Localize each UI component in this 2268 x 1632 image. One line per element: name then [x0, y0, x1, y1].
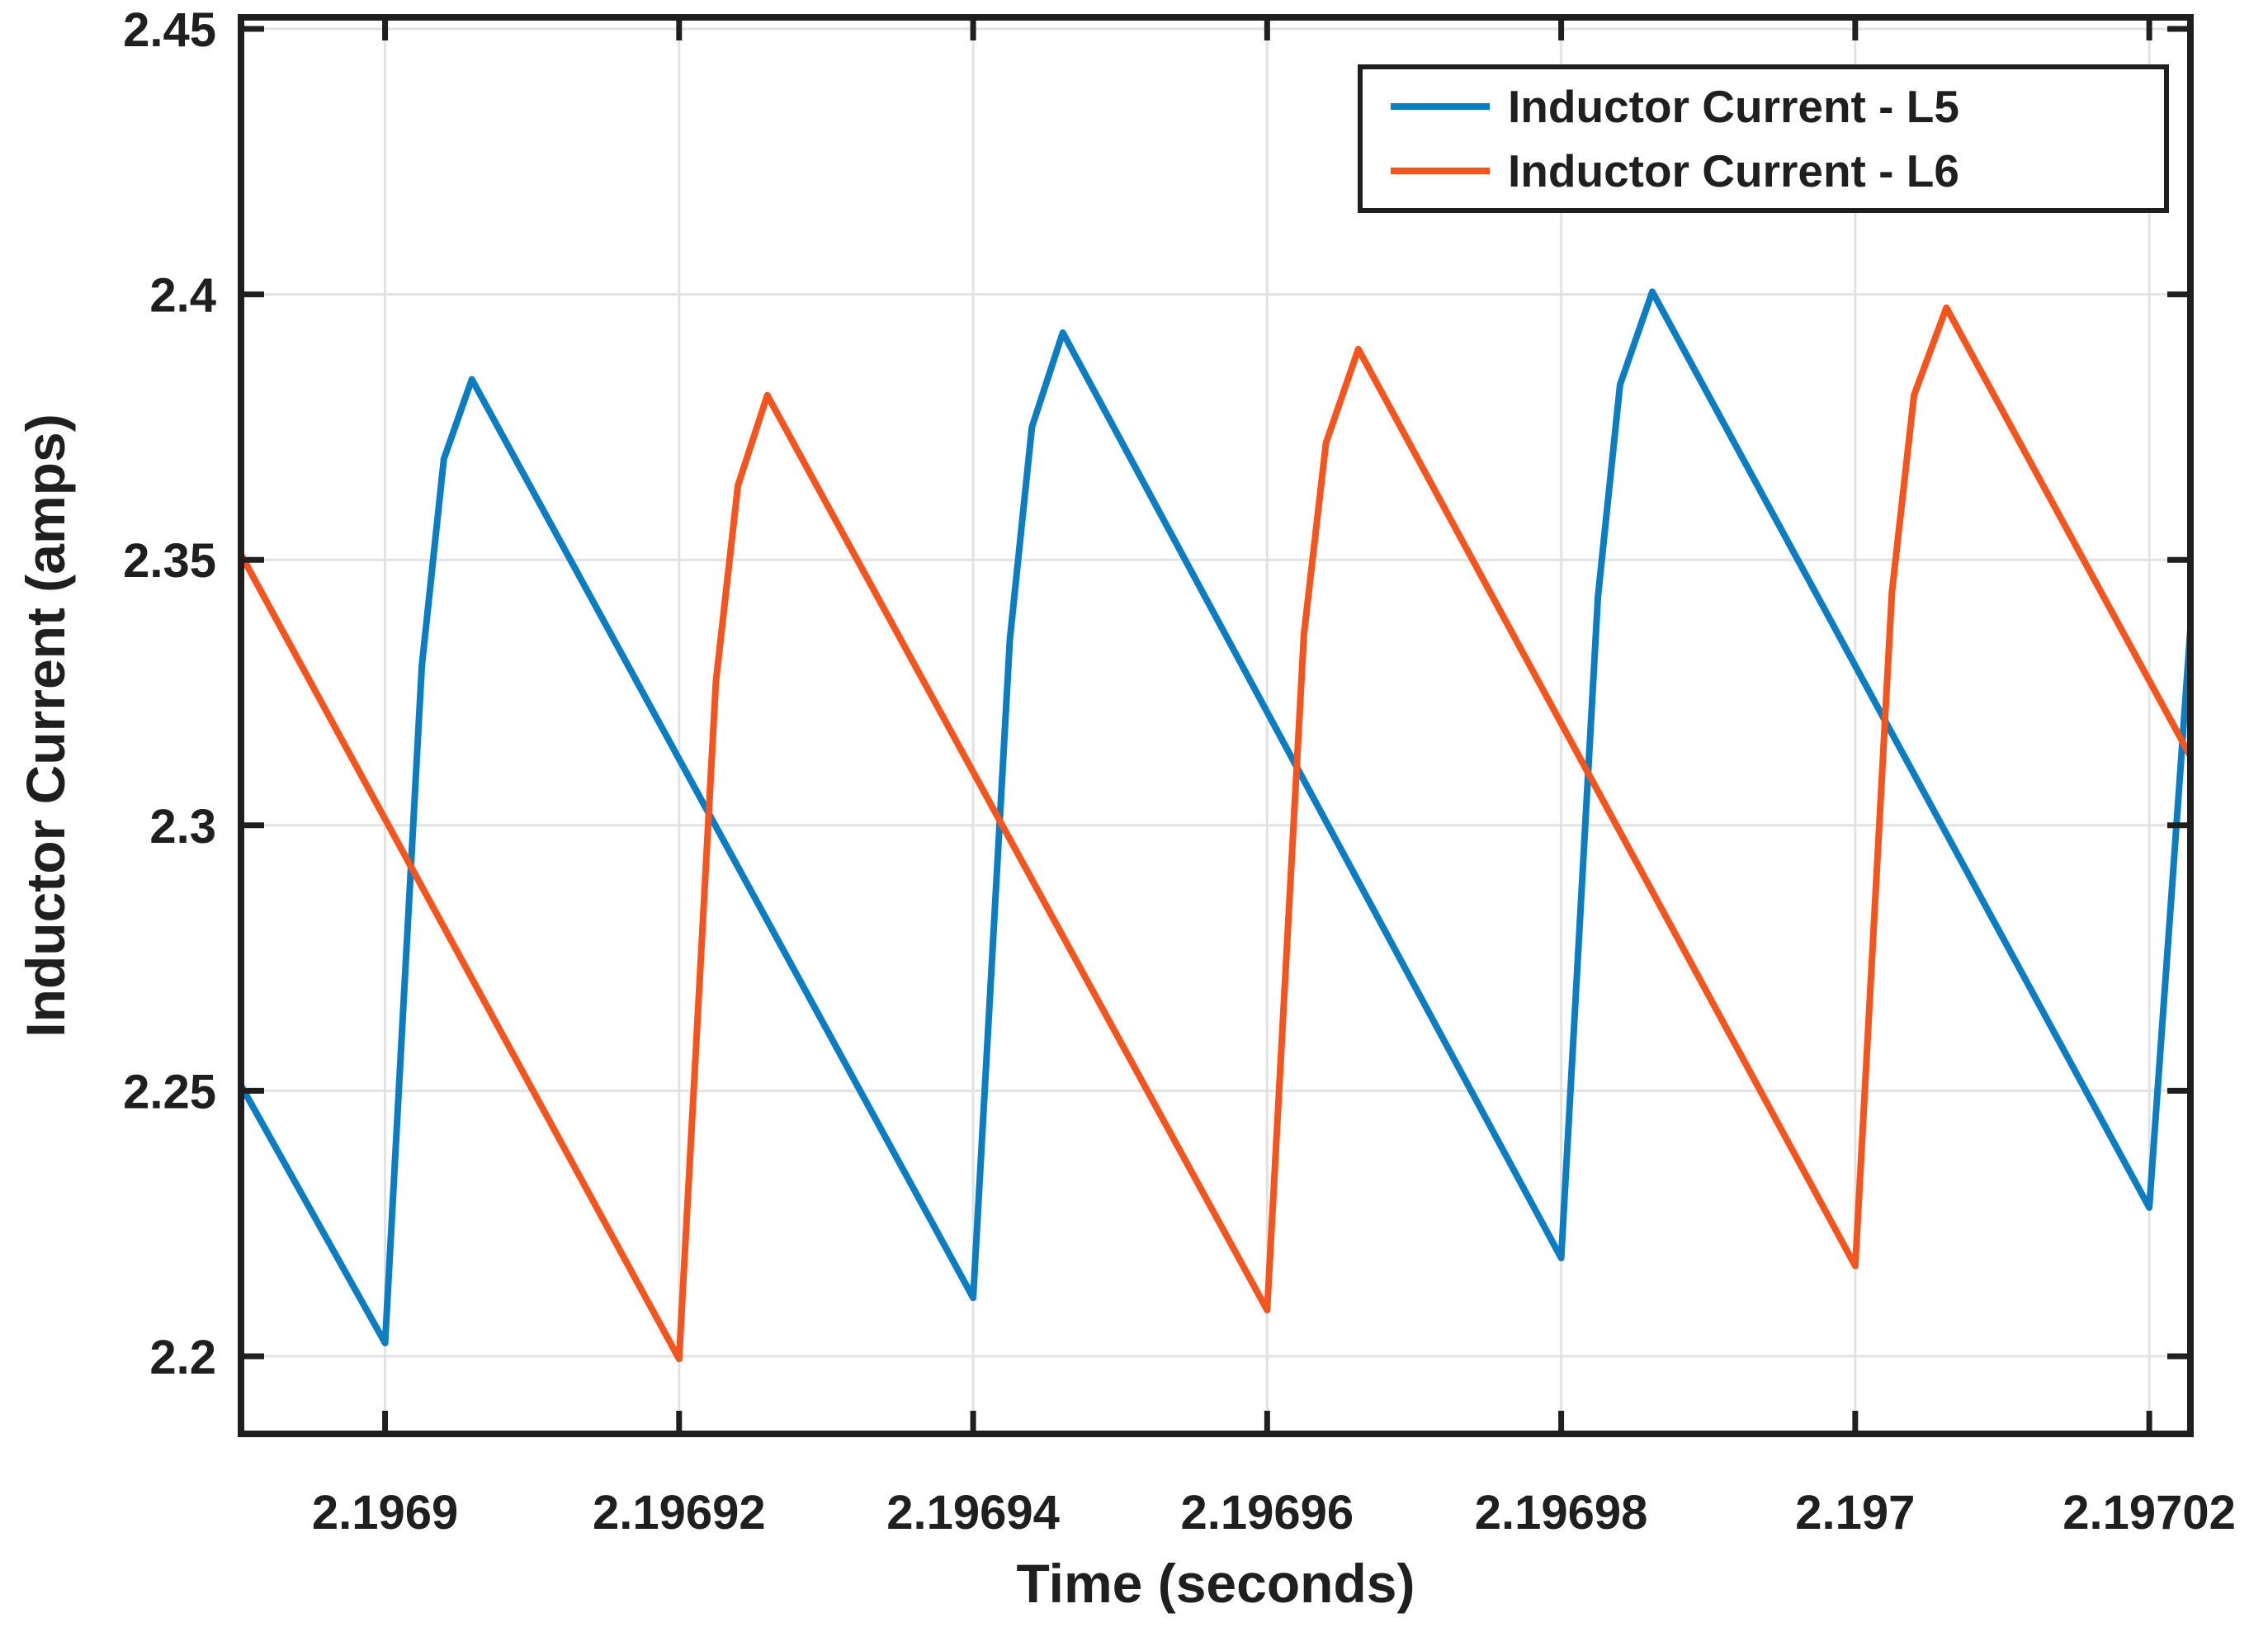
- y-tick-label: 2.35: [123, 534, 216, 588]
- legend-label-l5: Inductor Current - L5: [1508, 81, 1959, 133]
- plot-area: [241, 17, 2190, 1434]
- x-tick-label: 2.19698: [1475, 1486, 1648, 1540]
- y-tick-label: 2.3: [149, 800, 216, 854]
- series-line-l6: [238, 304, 2194, 1363]
- series-line-l5: [238, 288, 2194, 1346]
- axes-box: [238, 14, 2194, 1437]
- x-tick-label: 2.19696: [1181, 1486, 1354, 1540]
- x-tick-label: 2.19692: [593, 1486, 766, 1540]
- legend: Inductor Current - L5 Inductor Current -…: [1358, 64, 2169, 213]
- legend-entry-l5: Inductor Current - L5: [1391, 80, 2164, 133]
- y-axis-title: Inductor Current (amps): [15, 414, 76, 1038]
- legend-line-sample-l6: [1391, 167, 1490, 174]
- y-tick-label: 2.4: [149, 269, 216, 323]
- x-axis-title: Time (seconds): [1016, 1553, 1415, 1614]
- legend-label-l6: Inductor Current - L6: [1508, 144, 1959, 196]
- x-tick-label: 2.19694: [886, 1486, 1060, 1540]
- y-tick-label: 2.45: [123, 3, 216, 57]
- x-tick-label: 2.197: [1795, 1486, 1915, 1540]
- legend-entry-l6: Inductor Current - L6: [1391, 144, 2164, 197]
- y-tick-label: 2.25: [123, 1065, 216, 1119]
- x-tick-label: 2.19702: [2062, 1486, 2236, 1540]
- x-tick-label: 2.1969: [312, 1486, 458, 1540]
- legend-line-sample-l5: [1391, 103, 1490, 111]
- y-tick-label: 2.2: [149, 1331, 216, 1384]
